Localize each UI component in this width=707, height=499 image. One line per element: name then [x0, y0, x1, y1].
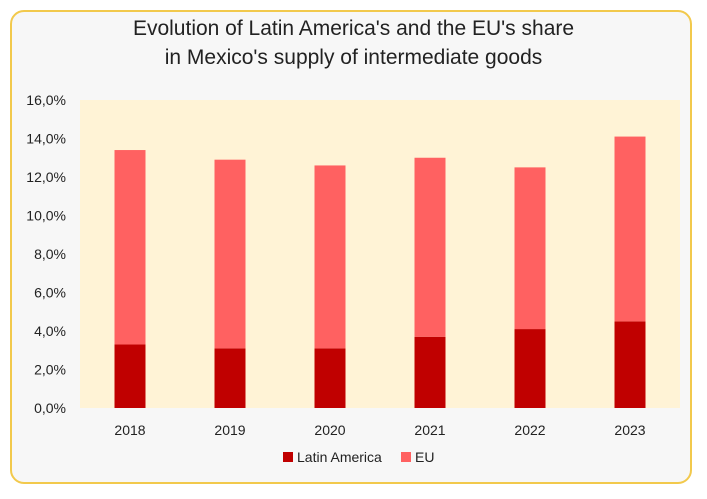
legend: Latin America EU: [283, 449, 434, 465]
y-axis: 0,0% 2,0% 4,0% 6,0% 8,0% 10,0% 12,0% 14,0% 16,0%: [26, 92, 66, 416]
chart-title: Evolution of Latin America's and the EU'…: [0, 14, 707, 72]
legend-item-eu: EU: [415, 449, 434, 465]
bars: [114, 136, 646, 408]
legend-item-latin-america: Latin America: [297, 449, 382, 465]
chart-title-line-1: Evolution of Latin America's and the EU'…: [132, 17, 575, 40]
y-tick-label: 10,0%: [26, 208, 66, 224]
bar-eu-2023: [614, 136, 646, 322]
chart-title-line-2: in Mexico's supply of intermediate goods: [164, 46, 543, 69]
y-tick-label: 0,0%: [34, 400, 66, 416]
x-axis: 2018 2019 2020 2021 2022 2023: [114, 422, 645, 438]
bar-eu-2021: [414, 157, 446, 337]
y-tick-label: 16,0%: [26, 92, 66, 108]
bar-eu-2018: [114, 150, 146, 345]
bar-latin-america-2022: [514, 329, 546, 408]
y-tick-label: 6,0%: [34, 285, 66, 301]
bar-latin-america-2018: [114, 344, 146, 408]
y-tick-label: 2,0%: [34, 362, 66, 378]
y-tick-label: 4,0%: [34, 323, 66, 339]
bar-eu-2019: [214, 159, 246, 349]
bar-eu-2022: [514, 167, 546, 330]
y-tick-label: 12,0%: [26, 169, 66, 185]
y-tick-label: 14,0%: [26, 131, 66, 147]
x-tick-label: 2020: [314, 422, 345, 438]
x-tick-label: 2018: [114, 422, 145, 438]
bar-latin-america-2021: [414, 336, 446, 408]
x-tick-label: 2021: [414, 422, 445, 438]
bar-eu-2020: [314, 165, 346, 349]
bar-latin-america-2019: [214, 348, 246, 408]
bar-latin-america-2020: [314, 348, 346, 408]
legend-swatch: [401, 452, 411, 462]
x-tick-label: 2023: [614, 422, 645, 438]
bar-latin-america-2023: [614, 321, 646, 408]
legend-swatch: [283, 452, 293, 462]
y-tick-label: 8,0%: [34, 246, 66, 262]
x-tick-label: 2022: [514, 422, 545, 438]
plot-area: [80, 100, 680, 408]
x-tick-label: 2019: [214, 422, 245, 438]
